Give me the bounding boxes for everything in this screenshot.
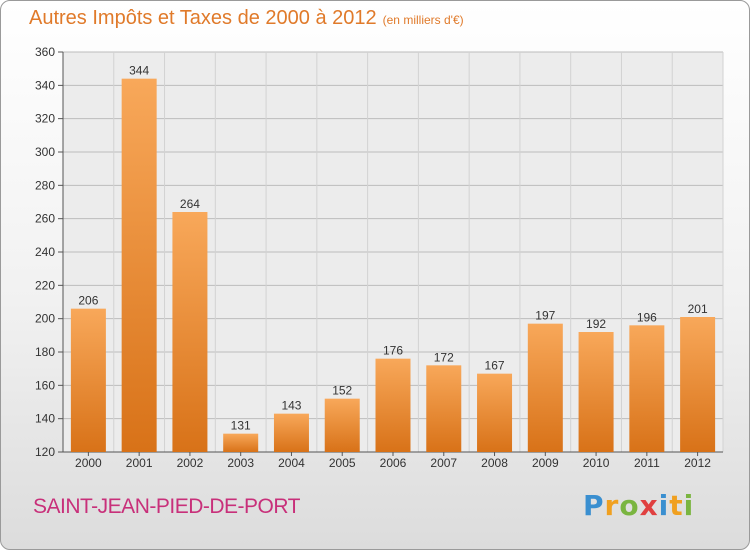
bar [223, 433, 259, 452]
x-tick-label: 2008 [481, 456, 508, 470]
chart-title: Autres Impôts et Taxes de 2000 à 2012 (en… [29, 7, 464, 29]
y-tick-label: 280 [35, 178, 55, 192]
logo-letter: x [639, 489, 659, 522]
x-tick-label: 2000 [75, 456, 102, 470]
data-label: 172 [434, 350, 454, 364]
x-tick-label: 2009 [532, 456, 559, 470]
data-label: 176 [383, 344, 403, 358]
y-tick-label: 320 [35, 112, 55, 126]
logo-letter: r [604, 489, 620, 522]
data-label: 206 [78, 294, 98, 308]
x-tick-label: 2007 [430, 456, 457, 470]
data-label: 344 [129, 64, 149, 78]
bar [273, 413, 309, 452]
x-tick-label: 2001 [126, 456, 153, 470]
data-label: 196 [637, 310, 657, 324]
x-tick-label: 2006 [380, 456, 407, 470]
y-tick-label: 300 [35, 145, 55, 159]
data-label: 152 [332, 384, 352, 398]
bar [426, 365, 462, 452]
bar [527, 323, 563, 452]
y-tick-label: 200 [35, 312, 55, 326]
data-label: 197 [535, 309, 555, 323]
logo-letter: t [669, 489, 684, 522]
logo-letter: o [619, 489, 640, 522]
y-tick-label: 120 [35, 445, 55, 459]
bar [172, 212, 208, 452]
bar [121, 78, 157, 453]
y-tick-label: 260 [35, 212, 55, 226]
y-tick-label: 220 [35, 278, 55, 292]
data-label: 167 [485, 359, 505, 373]
x-tick-label: 2010 [583, 456, 610, 470]
x-tick-label: 2005 [329, 456, 356, 470]
bar [375, 358, 411, 452]
logo-letter: i [683, 489, 695, 522]
logo-letter: i [658, 489, 670, 522]
x-tick-label: 2011 [634, 456, 660, 470]
labels: 120 140 160 180 200 220 240 260 280 300 320 340 360 2… [35, 45, 711, 470]
y-tick-label: 340 [35, 78, 55, 92]
data-label: 143 [281, 399, 301, 413]
y-tick-label: 160 [35, 378, 55, 392]
x-tick-label: 2002 [177, 456, 204, 470]
x-tick-label: 2012 [684, 456, 711, 470]
chart-subtitle: (en milliers d'€) [382, 13, 464, 27]
x-tick-label: 2003 [227, 456, 254, 470]
data-label: 131 [231, 419, 251, 433]
y-tick-label: 140 [35, 412, 55, 426]
proxiti-logo[interactable]: Proxiti [583, 489, 694, 522]
bar [680, 317, 716, 452]
bar [324, 398, 360, 452]
y-tick-label: 360 [35, 45, 55, 59]
bar [477, 373, 513, 452]
y-tick-label: 240 [35, 245, 55, 259]
bars [70, 78, 716, 453]
y-tick-label: 180 [35, 345, 55, 359]
logo-letter: P [583, 489, 605, 522]
data-label: 192 [586, 317, 606, 331]
bar [629, 325, 665, 452]
x-tick-label: 2004 [278, 456, 305, 470]
city-name: SAINT-JEAN-PIED-DE-PORT [33, 495, 300, 518]
data-label: 201 [688, 302, 708, 316]
data-label: 264 [180, 197, 200, 211]
bar [70, 308, 106, 452]
bar [578, 332, 614, 452]
